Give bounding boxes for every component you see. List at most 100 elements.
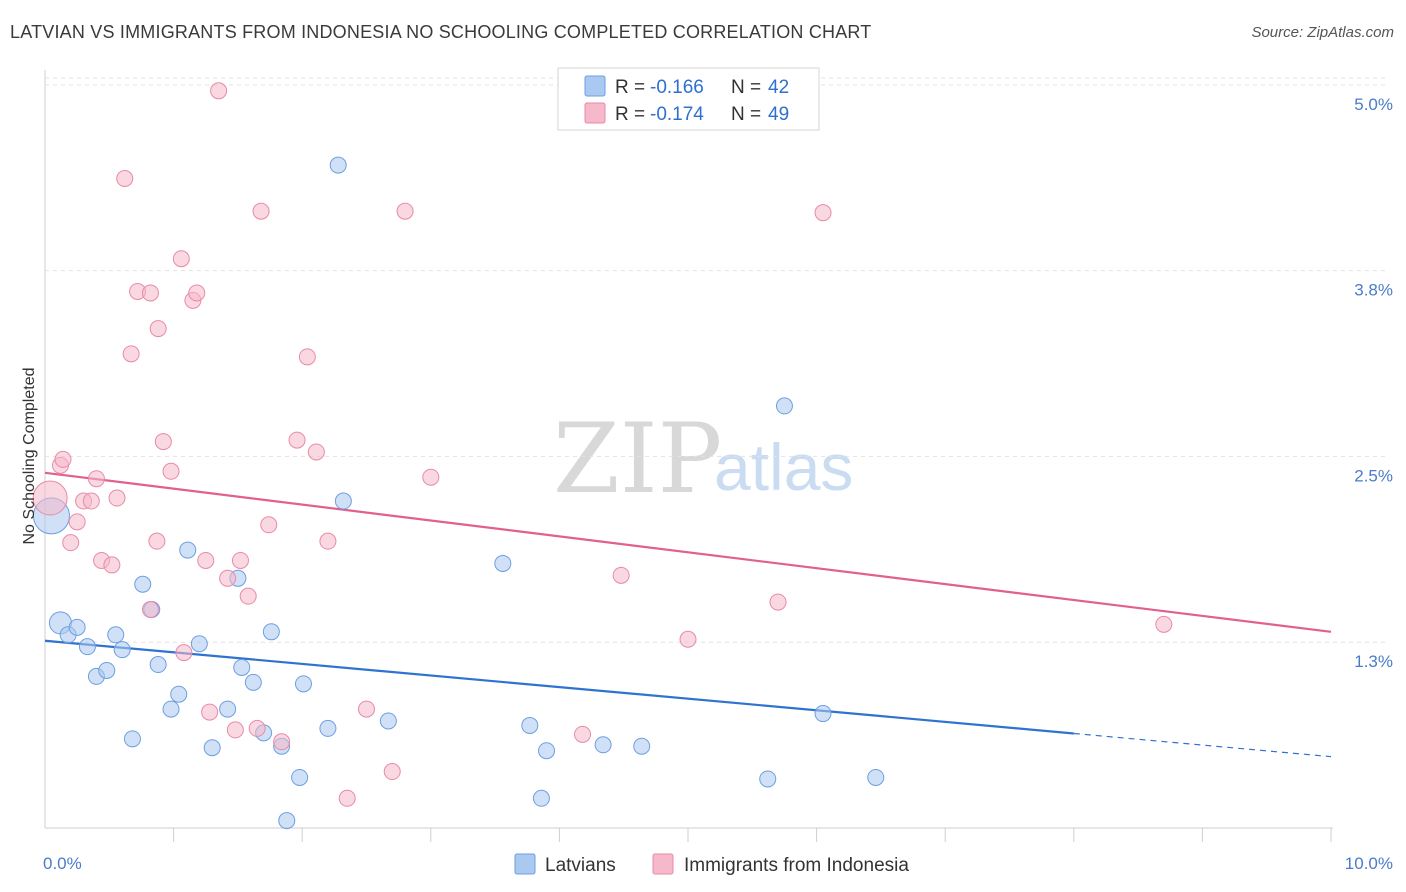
trend-line-1 bbox=[44, 471, 1332, 633]
latvian-point bbox=[233, 658, 251, 676]
latvian-point bbox=[334, 492, 352, 510]
indonesia-point bbox=[197, 551, 215, 569]
latvian-point bbox=[179, 541, 197, 559]
y-axis-label: No Schooling Completed bbox=[21, 368, 38, 545]
x-tick-label-max: 10.0% bbox=[1345, 854, 1393, 873]
latvian-point bbox=[68, 618, 86, 636]
trend-lines bbox=[44, 471, 1332, 758]
indonesia-point bbox=[103, 556, 121, 574]
indonesia-point bbox=[149, 320, 167, 338]
legend-swatch-latvians bbox=[514, 853, 536, 875]
indonesia-point bbox=[574, 725, 592, 743]
latvian-point bbox=[759, 770, 777, 788]
legend-label-latvians: Latvians bbox=[545, 855, 616, 876]
latvian-point bbox=[278, 812, 296, 830]
latvian-point bbox=[262, 623, 280, 641]
latvian-point bbox=[107, 626, 125, 644]
latvian-point bbox=[379, 712, 397, 730]
indonesia-point bbox=[141, 284, 159, 302]
indonesia-point bbox=[162, 462, 180, 480]
indonesia-point bbox=[148, 532, 166, 550]
legend-swatch-indonesia bbox=[584, 102, 606, 124]
latvian-point bbox=[113, 641, 131, 659]
watermark-atlas: atlas bbox=[714, 430, 853, 504]
indonesia-point bbox=[248, 719, 266, 737]
trend-line-0 bbox=[44, 639, 1074, 735]
chart-title: LATVIAN VS IMMIGRANTS FROM INDONESIA NO … bbox=[10, 22, 872, 42]
indonesia-point bbox=[298, 348, 316, 366]
y-tick-label: 2.5% bbox=[1354, 466, 1393, 485]
indonesia-point bbox=[210, 82, 228, 100]
indonesia-point bbox=[68, 513, 86, 531]
legend-r-label: R = bbox=[615, 104, 645, 125]
latvian-point bbox=[775, 397, 793, 415]
x-ticks bbox=[173, 828, 1332, 842]
latvian-point bbox=[521, 716, 539, 734]
latvian-point bbox=[149, 656, 167, 674]
y-tick-labels: 1.3% 2.5% 3.8% 5.0% bbox=[1354, 95, 1393, 671]
latvian-point bbox=[329, 156, 347, 174]
latvian-point bbox=[319, 719, 337, 737]
indonesia-point bbox=[154, 433, 172, 451]
indonesia-point bbox=[175, 644, 193, 662]
legend-label-indonesia: Immigrants from Indonesia bbox=[684, 855, 909, 876]
indonesia-point bbox=[396, 202, 414, 220]
indonesia-point bbox=[219, 569, 237, 587]
indonesia-point bbox=[54, 450, 72, 468]
legend-swatch-latvians bbox=[584, 75, 606, 97]
latvian-point bbox=[532, 789, 550, 807]
indonesia-point bbox=[188, 284, 206, 302]
legend-n-label: N = bbox=[731, 77, 761, 98]
legend-n-value: 42 bbox=[768, 77, 789, 98]
indonesia-point bbox=[87, 470, 105, 488]
indonesia-point bbox=[422, 468, 440, 486]
indonesia-point bbox=[239, 587, 257, 605]
indonesia-point bbox=[383, 763, 401, 781]
legend-r-label: R = bbox=[615, 77, 645, 98]
latvian-point bbox=[203, 739, 221, 757]
latvian-point bbox=[633, 737, 651, 755]
latvian-point bbox=[134, 575, 152, 593]
y-tick-label: 3.8% bbox=[1354, 281, 1393, 300]
data-points bbox=[32, 82, 1173, 830]
latvian-point bbox=[814, 705, 832, 723]
latvian-point bbox=[190, 635, 208, 653]
indonesia-point bbox=[307, 443, 325, 461]
latvian-point bbox=[294, 675, 312, 693]
indonesia-point bbox=[231, 551, 249, 569]
source-label: Source: ZipAtlas.com bbox=[1251, 24, 1394, 41]
indonesia-point bbox=[62, 534, 80, 552]
x-tick-label-min: 0.0% bbox=[43, 854, 82, 873]
y-tick-label: 1.3% bbox=[1354, 652, 1393, 671]
indonesia-point bbox=[32, 480, 68, 516]
indonesia-point bbox=[260, 516, 278, 534]
indonesia-point bbox=[273, 733, 291, 751]
indonesia-point bbox=[612, 566, 630, 584]
series-legend: Latvians Immigrants from Indonesia bbox=[514, 853, 909, 876]
latvian-point bbox=[98, 661, 116, 679]
legend-n-value: 49 bbox=[768, 104, 789, 125]
indonesia-point bbox=[82, 492, 100, 510]
indonesia-point bbox=[769, 593, 787, 611]
latvian-point bbox=[594, 736, 612, 754]
latvian-point bbox=[170, 685, 188, 703]
latvian-point bbox=[244, 673, 262, 691]
indonesia-point bbox=[201, 703, 219, 721]
indonesia-point bbox=[172, 250, 190, 268]
indonesia-point bbox=[288, 431, 306, 449]
indonesia-point bbox=[122, 345, 140, 363]
indonesia-point bbox=[814, 204, 832, 222]
correlation-legend: R = -0.166 N = 42 R = -0.174 N = 49 bbox=[557, 67, 820, 131]
latvian-point bbox=[162, 700, 180, 718]
latvian-point bbox=[494, 554, 512, 572]
watermark-zip: ZIP bbox=[553, 403, 722, 515]
indonesia-point bbox=[338, 789, 356, 807]
latvian-point bbox=[538, 742, 556, 760]
indonesia-point bbox=[252, 202, 270, 220]
latvian-point bbox=[78, 638, 96, 656]
indonesia-point bbox=[141, 601, 159, 619]
indonesia-point bbox=[319, 532, 337, 550]
latvian-point bbox=[219, 700, 237, 718]
indonesia-point bbox=[1155, 615, 1173, 633]
